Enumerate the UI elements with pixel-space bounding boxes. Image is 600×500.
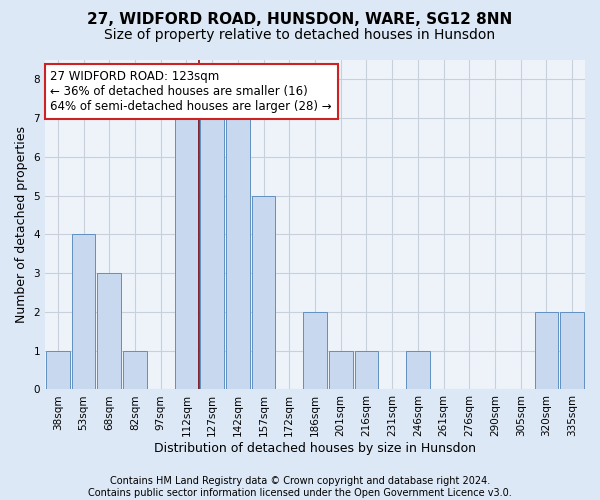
Bar	[175, 118, 198, 390]
Bar	[72, 234, 95, 390]
X-axis label: Distribution of detached houses by size in Hunsdon: Distribution of detached houses by size …	[154, 442, 476, 455]
Text: Size of property relative to detached houses in Hunsdon: Size of property relative to detached ho…	[104, 28, 496, 42]
Bar	[97, 273, 121, 390]
Bar	[46, 350, 70, 390]
Bar	[303, 312, 327, 390]
Bar	[226, 118, 250, 390]
Bar	[406, 350, 430, 390]
Y-axis label: Number of detached properties: Number of detached properties	[15, 126, 28, 323]
Bar	[252, 196, 275, 390]
Text: 27 WIDFORD ROAD: 123sqm
← 36% of detached houses are smaller (16)
64% of semi-de: 27 WIDFORD ROAD: 123sqm ← 36% of detache…	[50, 70, 332, 113]
Bar	[200, 118, 224, 390]
Text: 27, WIDFORD ROAD, HUNSDON, WARE, SG12 8NN: 27, WIDFORD ROAD, HUNSDON, WARE, SG12 8N…	[88, 12, 512, 28]
Bar	[123, 350, 147, 390]
Bar	[329, 350, 353, 390]
Bar	[355, 350, 378, 390]
Bar	[535, 312, 558, 390]
Text: Contains HM Land Registry data © Crown copyright and database right 2024.
Contai: Contains HM Land Registry data © Crown c…	[88, 476, 512, 498]
Bar	[560, 312, 584, 390]
